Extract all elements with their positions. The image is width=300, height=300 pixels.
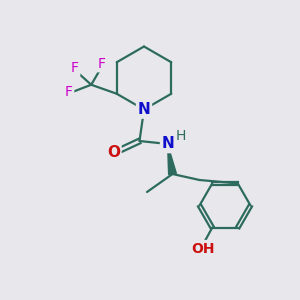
Polygon shape (168, 144, 176, 175)
Text: N: N (138, 102, 150, 117)
Text: F: F (65, 85, 73, 99)
Text: N: N (162, 136, 174, 152)
Text: H: H (176, 130, 186, 143)
Text: F: F (98, 57, 106, 71)
Text: OH: OH (191, 242, 215, 256)
Text: F: F (71, 61, 79, 75)
Text: O: O (107, 146, 120, 160)
